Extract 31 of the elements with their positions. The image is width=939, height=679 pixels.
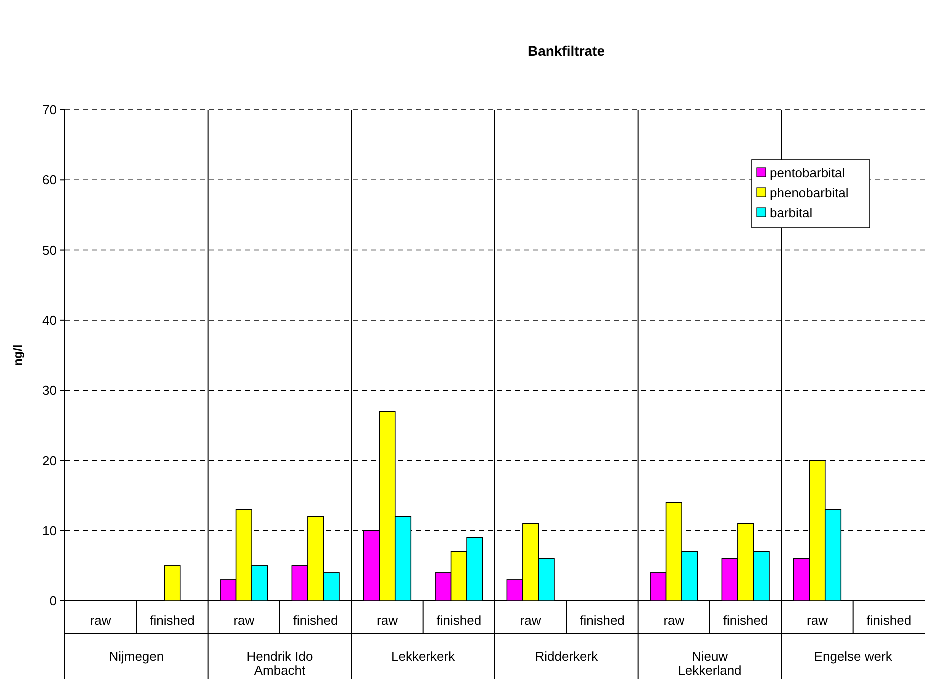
y-tick-label: 60 — [42, 172, 57, 188]
x-tick-label: finished — [293, 613, 338, 628]
x-tick-label: raw — [664, 613, 686, 628]
x-tick-label: finished — [866, 613, 912, 628]
y-tick-label: 70 — [42, 102, 57, 118]
x-tick-label: finished — [723, 613, 768, 628]
legend-label: phenobarbital — [770, 186, 849, 201]
y-tick-label: 10 — [42, 523, 57, 538]
legend-label: pentobarbital — [770, 166, 846, 181]
y-axis-title: ng/l — [11, 344, 25, 366]
x-tick-label: raw — [520, 613, 542, 628]
x-tick-label: raw — [807, 613, 829, 628]
x-tick-label: finished — [580, 613, 625, 628]
legend-label: barbital — [770, 206, 813, 221]
text: Nieuw Lekkerland — [678, 649, 742, 678]
x-tick-label: finished — [436, 613, 482, 628]
text: Engelse werk — [814, 649, 893, 664]
y-tick-label: 20 — [42, 453, 57, 468]
text: Nijmegen — [109, 649, 164, 664]
y-tick-label: 40 — [42, 312, 57, 328]
y-tick-label: 50 — [42, 242, 57, 258]
text: Hendrik Ido Ambacht — [246, 649, 314, 678]
x-tick-label: raw — [377, 613, 399, 628]
text: Ridderkerk — [535, 649, 599, 664]
y-tick-label: 30 — [42, 383, 57, 398]
x-tick-label: raw — [90, 613, 112, 628]
x-tick-label: finished — [150, 613, 195, 628]
chart-title: Bankfiltrate — [528, 43, 606, 59]
x-tick-label: raw — [234, 613, 256, 628]
y-tick-label: 0 — [50, 594, 57, 609]
text: Lekkerkerk — [392, 649, 456, 664]
